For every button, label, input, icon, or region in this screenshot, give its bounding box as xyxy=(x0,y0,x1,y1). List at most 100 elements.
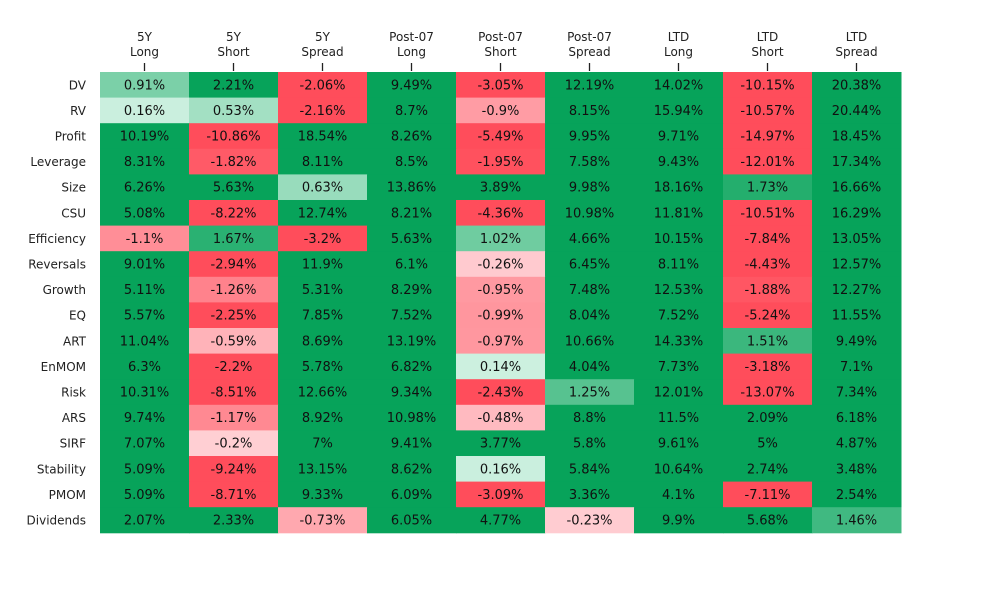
cell-value-label: 9.71% xyxy=(658,130,699,145)
cell-value-label: 18.45% xyxy=(832,130,882,145)
cell-value-label: 9.49% xyxy=(391,78,432,93)
cell-value-label: 1.02% xyxy=(480,232,521,247)
cell-value-label: 7.34% xyxy=(836,386,877,401)
heatmap-cell xyxy=(812,456,902,483)
heatmap-cell xyxy=(100,276,190,303)
heatmap-cell xyxy=(456,97,546,124)
cell-value-label: 7.85% xyxy=(302,309,343,324)
cell-value-label: 8.04% xyxy=(569,309,610,324)
cell-value-label: -4.36% xyxy=(478,206,524,221)
cell-value-label: -0.2% xyxy=(215,437,253,452)
heatmap-cell xyxy=(456,251,546,278)
heatmap-cell xyxy=(100,225,190,252)
cell-value-label: 7.52% xyxy=(658,309,699,324)
heatmap-cell xyxy=(367,97,457,124)
cell-value-label: 6.82% xyxy=(391,360,432,375)
heatmap-cell xyxy=(545,302,635,329)
heatmap-cell xyxy=(812,148,902,175)
row-label: EQ xyxy=(69,309,86,323)
cell-value-label: -0.99% xyxy=(478,309,524,324)
cell-value-label: 20.38% xyxy=(832,78,882,93)
heatmap-cell xyxy=(545,200,635,227)
cell-value-label: 4.77% xyxy=(480,514,521,529)
heatmap-cell xyxy=(367,200,457,227)
cell-value-label: 10.19% xyxy=(120,130,170,145)
cell-value-label: 6.18% xyxy=(836,411,877,426)
heatmap-cell xyxy=(100,481,190,508)
cell-value-label: 9.49% xyxy=(836,334,877,349)
heatmap-cell xyxy=(634,276,724,303)
cell-value-label: 8.31% xyxy=(124,155,165,170)
heatmap-cell xyxy=(723,328,813,355)
heatmap-cell xyxy=(634,123,724,150)
heatmap-cell xyxy=(634,379,724,406)
cell-value-label: 9.98% xyxy=(569,181,610,196)
heatmap-cell xyxy=(278,123,368,150)
row-label: Reversals xyxy=(28,258,86,272)
cell-value-label: 9.74% xyxy=(124,411,165,426)
cell-value-label: 5% xyxy=(757,437,778,452)
cell-value-label: -0.97% xyxy=(478,334,524,349)
cell-value-label: 18.54% xyxy=(298,130,348,145)
heatmap-cell xyxy=(545,97,635,124)
heatmap-cell xyxy=(723,481,813,508)
cell-value-label: -0.26% xyxy=(478,258,524,273)
cell-value-label: 2.54% xyxy=(836,488,877,503)
cell-value-label: 10.98% xyxy=(387,411,437,426)
cell-value-label: -2.25% xyxy=(211,309,257,324)
heatmap-cell xyxy=(189,328,279,355)
column-label: Long xyxy=(664,45,693,59)
heatmap-cell xyxy=(634,97,724,124)
heatmap-cell xyxy=(812,507,902,534)
cell-value-label: -2.06% xyxy=(300,78,346,93)
column-labels: 5YLong5YShort5YSpreadPost-07LongPost-07S… xyxy=(130,30,878,71)
cell-value-label: -10.57% xyxy=(740,104,794,119)
cell-value-label: 1.67% xyxy=(213,232,254,247)
cell-value-label: 4.66% xyxy=(569,232,610,247)
cell-value-label: 7.73% xyxy=(658,360,699,375)
cell-value-label: 8.8% xyxy=(573,411,606,426)
column-label: Long xyxy=(130,45,159,59)
cell-value-label: -2.43% xyxy=(478,386,524,401)
cell-value-label: 1.25% xyxy=(569,386,610,401)
heatmap-cell xyxy=(367,481,457,508)
heatmap-cell xyxy=(723,225,813,252)
heatmap-cell xyxy=(367,276,457,303)
heatmap-cell xyxy=(100,251,190,278)
heatmap-cell xyxy=(189,456,279,483)
heatmap-cell xyxy=(367,302,457,329)
column-label: LTD xyxy=(846,30,868,44)
heatmap-cell xyxy=(456,72,546,99)
heatmap-cell xyxy=(100,174,190,201)
cell-value-label: 8.92% xyxy=(302,411,343,426)
cell-value-label: 11.55% xyxy=(832,309,882,324)
cell-value-label: 8.21% xyxy=(391,206,432,221)
heatmap-cell xyxy=(812,430,902,457)
cell-value-label: -0.48% xyxy=(478,411,524,426)
cell-value-label: 7% xyxy=(312,437,333,452)
cell-value-label: 6.09% xyxy=(391,488,432,503)
heatmap-cell xyxy=(723,174,813,201)
heatmap-cell xyxy=(545,379,635,406)
heatmap-cell xyxy=(723,200,813,227)
heatmap-cell xyxy=(634,174,724,201)
cell-value-label: 2.21% xyxy=(213,78,254,93)
row-label: ARS xyxy=(62,411,86,425)
cell-value-label: -0.59% xyxy=(211,334,257,349)
cell-value-label: 8.15% xyxy=(569,104,610,119)
heatmap-cell xyxy=(545,456,635,483)
heatmap-cell xyxy=(367,404,457,431)
heatmap-cell xyxy=(723,353,813,380)
row-label: Size xyxy=(61,181,86,195)
cell-value-label: 13.05% xyxy=(832,232,882,247)
cell-value-label: -1.17% xyxy=(211,411,257,426)
heatmap-cell xyxy=(812,72,902,99)
heatmap-cell xyxy=(634,353,724,380)
heatmap-cell xyxy=(812,481,902,508)
cell-value-label: -0.9% xyxy=(482,104,520,119)
cell-value-label: 9.61% xyxy=(658,437,699,452)
cell-value-label: 7.07% xyxy=(124,437,165,452)
heatmap-cell xyxy=(278,302,368,329)
column-label: 5Y xyxy=(315,30,331,44)
